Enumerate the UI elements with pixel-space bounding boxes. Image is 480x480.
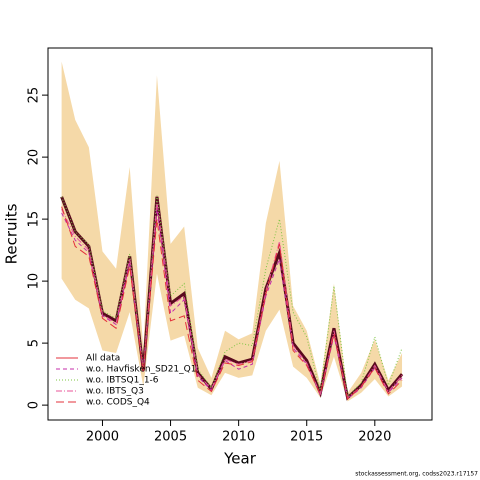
confidence-band: [61, 61, 403, 402]
y-tick-label: 5: [27, 339, 42, 347]
x-tick-label: 2020: [358, 430, 391, 445]
legend-label: w.o. IBTS_Q3: [86, 387, 144, 397]
y-tick-label: 20: [27, 149, 42, 166]
x-tick-label: 2015: [290, 430, 323, 445]
x-tick-label: 2000: [86, 430, 119, 445]
y-axis-label: Recruits: [3, 203, 21, 264]
y-tick-label: 15: [27, 211, 42, 228]
legend-label: w.o. CODS_Q4: [86, 398, 150, 408]
x-tick-label: 2005: [154, 430, 187, 445]
y-tick-label: 10: [27, 273, 42, 290]
legend-label: w.o. Havfisken_SD21_Q1: [86, 365, 196, 375]
legend-label: All data: [86, 354, 120, 364]
legend-label: w.o. IBTSQ1_1-6: [86, 376, 159, 386]
series-line: [61, 195, 403, 398]
plot-frame: [47, 47, 433, 421]
y-tick-label: 25: [27, 87, 42, 104]
y-tick-label: 0: [27, 401, 42, 409]
footnote: stockassessment.org, codss2023.r17157: [355, 471, 478, 478]
series-line: [61, 206, 403, 400]
x-axis-label: Year: [223, 450, 257, 468]
x-tick-label: 2010: [222, 430, 255, 445]
